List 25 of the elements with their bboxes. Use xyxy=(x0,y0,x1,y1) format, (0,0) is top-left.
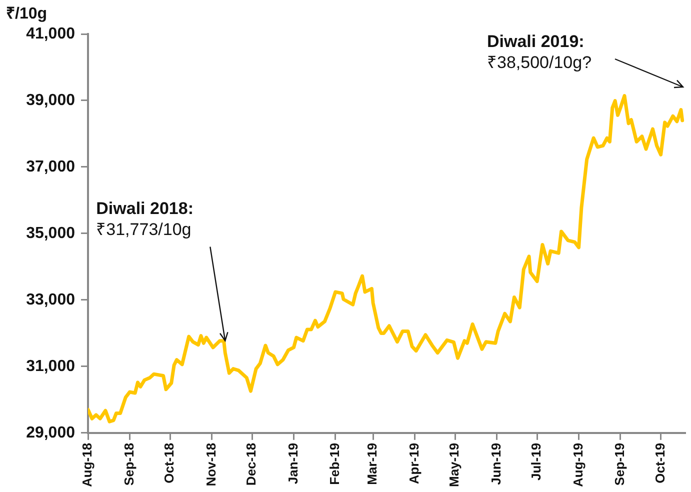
x-tick-label: Jan-19 xyxy=(285,442,300,484)
y-axis-title: ₹/10g xyxy=(6,5,48,22)
x-tick-label: Dec-18 xyxy=(244,442,259,486)
x-tick-label: Sep-19 xyxy=(612,442,628,486)
y-tick-label: 31,000 xyxy=(26,358,76,375)
x-tick-label: Feb-19 xyxy=(326,442,342,485)
y-tick-label: 39,000 xyxy=(26,92,76,109)
y-tick-label: 35,000 xyxy=(26,224,76,242)
x-tick-label: Aug-18 xyxy=(80,442,95,487)
x-tick-label: Aug-19 xyxy=(570,442,586,487)
y-tick-label: 33,000 xyxy=(26,291,76,308)
x-tick-label: Jul-19 xyxy=(528,442,544,480)
x-tick-label: Apr-19 xyxy=(406,442,422,484)
x-tick-label: Mar-19 xyxy=(364,442,380,485)
x-tick-label: Oct-19 xyxy=(652,442,668,484)
annotation: Diwali 2019: ₹38,500/10g? xyxy=(487,32,592,72)
y-tick-label: 37,000 xyxy=(26,158,76,176)
x-tick-label: Jun-19 xyxy=(488,442,504,485)
x-tick-label: Oct-18 xyxy=(162,442,177,484)
x-tick-label: May-19 xyxy=(446,442,462,487)
y-tick-label: 41,000 xyxy=(26,25,76,42)
x-tick-label: Sep-18 xyxy=(121,442,136,486)
y-tick-label: 29,000 xyxy=(26,424,76,442)
annotation: Diwali 2018: ₹31,773/10g xyxy=(96,198,194,239)
x-tick-label: Nov-18 xyxy=(203,442,218,486)
